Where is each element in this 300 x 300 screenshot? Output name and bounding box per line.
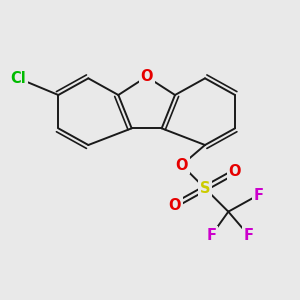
Text: F: F (243, 227, 253, 242)
Text: O: O (140, 69, 153, 84)
Text: O: O (169, 197, 181, 212)
Text: S: S (200, 181, 210, 196)
Text: O: O (176, 158, 188, 172)
Text: F: F (253, 188, 263, 202)
Text: O: O (229, 164, 241, 179)
Text: Cl: Cl (11, 71, 26, 86)
Text: F: F (207, 227, 217, 242)
